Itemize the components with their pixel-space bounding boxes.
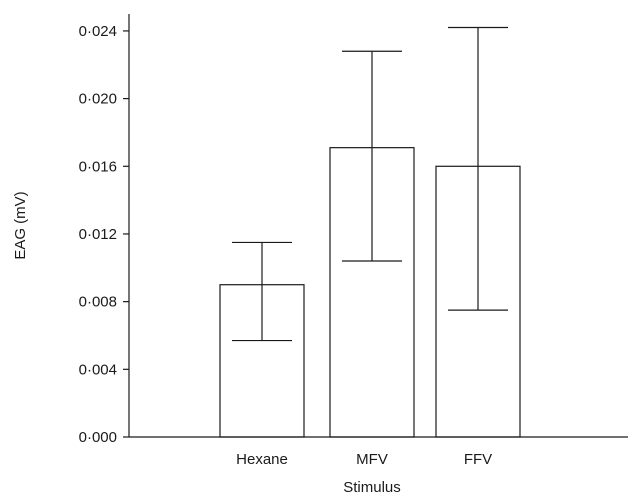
y-tick-label: 0·008 xyxy=(79,294,117,311)
x-axis-tick-labels: Hexane MFV FFV xyxy=(236,451,492,468)
error-bars xyxy=(232,26,508,342)
y-tick-label: 0·012 xyxy=(79,226,117,243)
y-tick-label: 0·024 xyxy=(79,23,117,40)
y-axis-title: EAG (mV) xyxy=(12,191,29,259)
y-tick-label: 0·000 xyxy=(79,429,117,446)
x-tick-label: Hexane xyxy=(236,451,288,468)
y-tick-label: 0·004 xyxy=(79,361,117,378)
x-tick-label: MFV xyxy=(356,451,388,468)
x-tick-label: FFV xyxy=(464,451,492,468)
y-tick-label: 0·016 xyxy=(79,158,117,175)
bars xyxy=(219,147,521,438)
y-tick-label: 0·020 xyxy=(79,91,117,108)
x-axis-title: Stimulus xyxy=(343,479,401,496)
y-axis-ticks: 0·000 0·004 0·008 0·012 0·016 0·020 0·024 xyxy=(79,23,129,446)
